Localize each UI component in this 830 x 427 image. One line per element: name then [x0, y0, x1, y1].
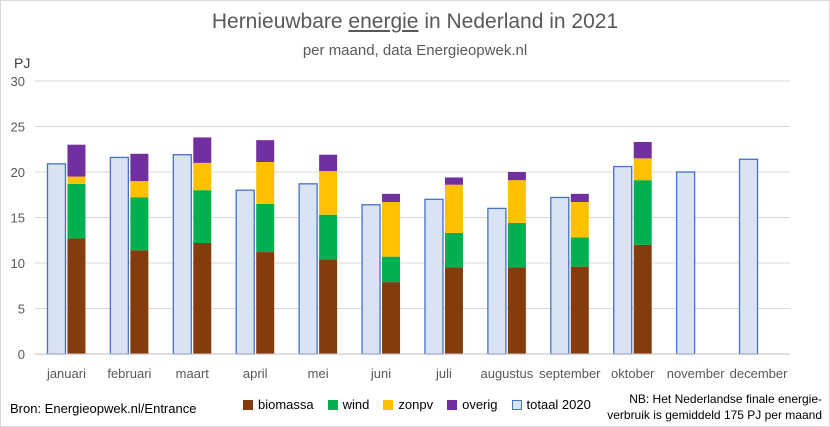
bar-biomassa-juni: [382, 282, 401, 354]
bar-biomassa-oktober: [633, 244, 652, 354]
y-tick-label: 5: [18, 302, 25, 317]
bar-biomassa-februari: [130, 250, 149, 354]
bar-overig-maart: [193, 137, 212, 163]
bar-wind-maart: [193, 190, 212, 243]
bar-wind-september: [570, 237, 589, 267]
chart-legend: biomassa wind zonpv overig totaal 2020: [243, 397, 591, 412]
chart-title: Hernieuwbare energie in Nederland in 202…: [0, 10, 830, 34]
bar-totaal-2020-augustus: [487, 207, 507, 355]
chart-subtitle: per maand, data Energieopwek.nl: [302, 42, 528, 59]
y-tick-label: 30: [11, 74, 25, 89]
bar-zonpv-april: [256, 161, 275, 204]
bar-overig-april: [256, 140, 275, 162]
legend-label-totaal: totaal 2020: [526, 397, 591, 412]
bar-overig-september: [570, 193, 589, 203]
x-tick-label: november: [667, 366, 725, 381]
bar-zonpv-juli: [444, 184, 463, 233]
legend-item-wind: wind: [327, 397, 370, 412]
bar-overig-oktober: [633, 141, 652, 159]
x-tick-label: oktober: [611, 366, 655, 381]
x-tick-label: februari: [107, 366, 151, 381]
x-tick-label: september: [539, 366, 601, 381]
bar-totaal-2020-december: [738, 158, 759, 355]
x-tick-label: december: [730, 366, 788, 381]
bar-wind-mei: [319, 214, 338, 260]
legend-item-overig: overig: [447, 397, 498, 412]
x-tick-label: augustus: [480, 366, 533, 381]
bar-totaal-2020-juli: [424, 198, 444, 355]
bar-totaal-2020-november: [675, 171, 696, 355]
bar-totaal-2020-mei: [298, 183, 318, 355]
bar-overig-januari: [67, 144, 86, 177]
note-line-1: NB: Het Nederlandse finale energie-: [629, 392, 822, 406]
legend-label-overig: overig: [462, 397, 498, 412]
legend-swatch-totaal: [511, 399, 522, 410]
legend-swatch-overig: [447, 399, 458, 410]
x-tick-label: juli: [435, 366, 452, 381]
legend-item-biomassa: biomassa: [243, 397, 314, 412]
bar-biomassa-juli: [444, 267, 463, 354]
x-tick-label: januari: [46, 366, 86, 381]
x-tick-label: juni: [370, 366, 391, 381]
y-axis-unit-label: PJ: [14, 55, 31, 71]
legend-swatch-wind: [327, 399, 338, 410]
bar-overig-juni: [382, 193, 401, 203]
x-tick-label: mei: [308, 366, 329, 381]
x-tick-label: april: [243, 366, 268, 381]
bar-biomassa-mei: [319, 259, 338, 354]
x-tick-label: maart: [176, 366, 210, 381]
bar-totaal-2020-februari: [109, 156, 130, 355]
bar-zonpv-september: [570, 202, 589, 238]
bar-totaal-2020-januari: [46, 163, 67, 355]
bar-overig-februari: [130, 153, 149, 182]
y-tick-label: 15: [11, 211, 25, 226]
bar-biomassa-april: [256, 252, 275, 354]
bar-totaal-2020-oktober: [613, 165, 633, 355]
note-text: NB: Het Nederlandse finale energie- verb…: [592, 391, 822, 423]
y-tick-label: 20: [11, 165, 25, 180]
bar-wind-april: [256, 203, 275, 253]
bar-totaal-2020-september: [550, 196, 570, 355]
bar-totaal-2020-juni: [361, 204, 381, 355]
legend-item-totaal: totaal 2020: [511, 397, 591, 412]
legend-label-wind: wind: [342, 397, 370, 412]
bar-biomassa-augustus: [507, 267, 526, 354]
bar-wind-januari: [67, 183, 86, 239]
bar-overig-augustus: [507, 172, 526, 181]
bar-totaal-2020-maart: [172, 154, 192, 355]
title-suffix: in Nederland in 2021: [418, 10, 619, 33]
bar-overig-mei: [319, 154, 338, 172]
legend-label-zonpv: zonpv: [398, 397, 434, 412]
bar-overig-juli: [444, 177, 463, 185]
bar-zonpv-maart: [193, 162, 212, 191]
y-tick-label: 0: [18, 347, 25, 362]
note-line-2: verbruik is gemiddeld 175 PJ per maand: [607, 408, 822, 422]
bar-wind-augustus: [507, 222, 526, 268]
bar-biomassa-januari: [67, 238, 86, 354]
bar-zonpv-januari: [67, 176, 86, 184]
bar-wind-juli: [444, 232, 463, 268]
bar-zonpv-augustus: [507, 180, 526, 223]
y-tick-label: 25: [11, 120, 25, 135]
bar-totaal-2020-april: [235, 189, 255, 355]
source-label: Bron: Energieopwek.nl/Entrance: [10, 401, 197, 416]
title-prefix: Hernieuwbare: [211, 10, 349, 33]
title-underlined-word: energie: [348, 10, 419, 33]
bar-wind-februari: [130, 197, 149, 251]
bar-wind-juni: [382, 256, 401, 283]
bar-zonpv-juni: [382, 202, 401, 257]
bar-biomassa-maart: [193, 242, 212, 354]
legend-item-zonpv: zonpv: [383, 397, 433, 412]
bar-zonpv-februari: [130, 181, 149, 198]
legend-label-biomassa: biomassa: [258, 397, 314, 412]
bar-zonpv-mei: [319, 171, 338, 215]
bar-biomassa-september: [570, 266, 589, 354]
y-tick-label: 10: [11, 256, 25, 271]
bar-zonpv-oktober: [633, 158, 652, 181]
legend-swatch-biomassa: [243, 399, 253, 410]
legend-swatch-zonpv: [383, 399, 394, 410]
bar-wind-oktober: [633, 180, 652, 245]
